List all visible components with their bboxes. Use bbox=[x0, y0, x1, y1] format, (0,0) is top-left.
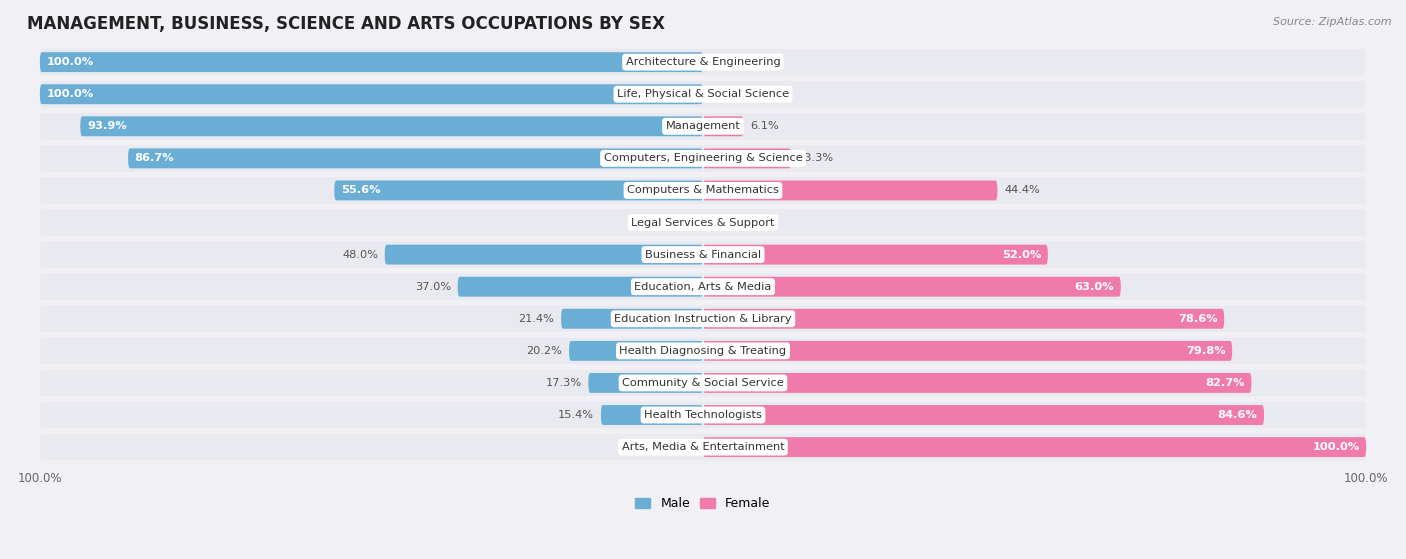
Text: 21.4%: 21.4% bbox=[519, 314, 554, 324]
Text: 52.0%: 52.0% bbox=[1002, 250, 1042, 259]
FancyBboxPatch shape bbox=[39, 434, 1367, 460]
FancyBboxPatch shape bbox=[39, 177, 1367, 203]
Text: 100.0%: 100.0% bbox=[1312, 442, 1360, 452]
Text: 37.0%: 37.0% bbox=[415, 282, 451, 292]
FancyBboxPatch shape bbox=[128, 149, 703, 168]
FancyBboxPatch shape bbox=[39, 52, 703, 72]
FancyBboxPatch shape bbox=[703, 341, 1232, 361]
FancyBboxPatch shape bbox=[39, 210, 1367, 236]
Text: Computers & Mathematics: Computers & Mathematics bbox=[627, 186, 779, 196]
Text: 15.4%: 15.4% bbox=[558, 410, 595, 420]
Text: 48.0%: 48.0% bbox=[342, 250, 378, 259]
FancyBboxPatch shape bbox=[39, 370, 1367, 396]
Text: Health Technologists: Health Technologists bbox=[644, 410, 762, 420]
FancyBboxPatch shape bbox=[703, 149, 792, 168]
FancyBboxPatch shape bbox=[39, 402, 1367, 428]
FancyBboxPatch shape bbox=[385, 245, 703, 264]
FancyBboxPatch shape bbox=[703, 245, 1047, 264]
Text: Computers, Engineering & Science: Computers, Engineering & Science bbox=[603, 153, 803, 163]
FancyBboxPatch shape bbox=[39, 306, 1367, 332]
FancyBboxPatch shape bbox=[703, 309, 1225, 329]
FancyBboxPatch shape bbox=[457, 277, 703, 297]
Text: Business & Financial: Business & Financial bbox=[645, 250, 761, 259]
Text: 93.9%: 93.9% bbox=[87, 121, 127, 131]
Text: Management: Management bbox=[665, 121, 741, 131]
Text: Architecture & Engineering: Architecture & Engineering bbox=[626, 57, 780, 67]
FancyBboxPatch shape bbox=[39, 145, 1367, 172]
FancyBboxPatch shape bbox=[335, 181, 703, 200]
Text: Community & Social Service: Community & Social Service bbox=[621, 378, 785, 388]
Text: 78.6%: 78.6% bbox=[1178, 314, 1218, 324]
FancyBboxPatch shape bbox=[588, 373, 703, 393]
Text: Legal Services & Support: Legal Services & Support bbox=[631, 217, 775, 228]
FancyBboxPatch shape bbox=[703, 437, 1367, 457]
FancyBboxPatch shape bbox=[80, 116, 703, 136]
Text: 17.3%: 17.3% bbox=[546, 378, 582, 388]
FancyBboxPatch shape bbox=[703, 373, 1251, 393]
Text: 6.1%: 6.1% bbox=[749, 121, 779, 131]
FancyBboxPatch shape bbox=[39, 49, 1367, 75]
Text: Education Instruction & Library: Education Instruction & Library bbox=[614, 314, 792, 324]
Text: Health Diagnosing & Treating: Health Diagnosing & Treating bbox=[620, 346, 786, 356]
FancyBboxPatch shape bbox=[561, 309, 703, 329]
FancyBboxPatch shape bbox=[703, 116, 744, 136]
FancyBboxPatch shape bbox=[39, 241, 1367, 268]
FancyBboxPatch shape bbox=[39, 113, 1367, 139]
Text: 0.0%: 0.0% bbox=[710, 89, 738, 99]
Text: 0.0%: 0.0% bbox=[710, 57, 738, 67]
Legend: Male, Female: Male, Female bbox=[630, 492, 776, 515]
Text: 100.0%: 100.0% bbox=[46, 89, 94, 99]
Text: 63.0%: 63.0% bbox=[1074, 282, 1114, 292]
FancyBboxPatch shape bbox=[569, 341, 703, 361]
Text: 55.6%: 55.6% bbox=[340, 186, 381, 196]
Text: Source: ZipAtlas.com: Source: ZipAtlas.com bbox=[1274, 17, 1392, 27]
Text: 20.2%: 20.2% bbox=[526, 346, 562, 356]
FancyBboxPatch shape bbox=[600, 405, 703, 425]
FancyBboxPatch shape bbox=[703, 181, 997, 200]
FancyBboxPatch shape bbox=[703, 405, 1264, 425]
FancyBboxPatch shape bbox=[39, 84, 703, 104]
Text: 100.0%: 100.0% bbox=[46, 57, 94, 67]
Text: Arts, Media & Entertainment: Arts, Media & Entertainment bbox=[621, 442, 785, 452]
Text: 0.0%: 0.0% bbox=[668, 442, 696, 452]
Text: Education, Arts & Media: Education, Arts & Media bbox=[634, 282, 772, 292]
Text: Life, Physical & Social Science: Life, Physical & Social Science bbox=[617, 89, 789, 99]
Text: 84.6%: 84.6% bbox=[1218, 410, 1257, 420]
Text: 82.7%: 82.7% bbox=[1205, 378, 1244, 388]
Text: 0.0%: 0.0% bbox=[710, 217, 738, 228]
Text: 86.7%: 86.7% bbox=[135, 153, 174, 163]
FancyBboxPatch shape bbox=[39, 273, 1367, 300]
Text: 0.0%: 0.0% bbox=[668, 217, 696, 228]
FancyBboxPatch shape bbox=[39, 81, 1367, 107]
Text: MANAGEMENT, BUSINESS, SCIENCE AND ARTS OCCUPATIONS BY SEX: MANAGEMENT, BUSINESS, SCIENCE AND ARTS O… bbox=[27, 15, 665, 33]
Text: 79.8%: 79.8% bbox=[1185, 346, 1226, 356]
Text: 44.4%: 44.4% bbox=[1004, 186, 1040, 196]
Text: 13.3%: 13.3% bbox=[797, 153, 834, 163]
FancyBboxPatch shape bbox=[703, 277, 1121, 297]
FancyBboxPatch shape bbox=[39, 338, 1367, 364]
